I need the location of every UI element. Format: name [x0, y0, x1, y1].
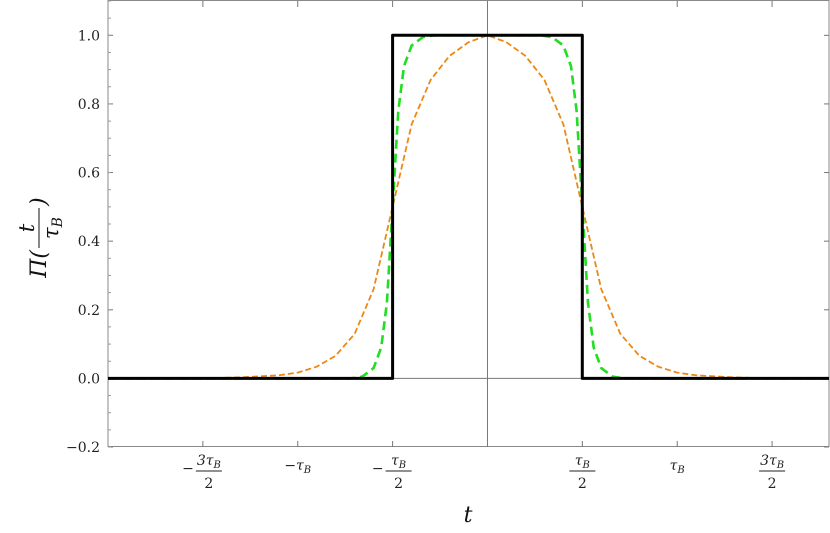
y-label-group: Π( t τB) — [15, 197, 66, 278]
y-label-denominator: τB — [39, 217, 66, 239]
x-tick-label: −τB — [284, 458, 311, 476]
x-tick-denominator: 2 — [204, 476, 213, 492]
y-ticks: −0.2 0.0 0.2 0.4 0.6 0.8 1.0 — [66, 0, 829, 456]
x-tick-label: τB — [670, 458, 685, 476]
x-tick-numerator: 3τB — [760, 453, 784, 471]
y-tick-label: 0.8 — [78, 97, 100, 113]
series-line-2 — [108, 33, 829, 380]
y-tick-label: −0.2 — [66, 440, 100, 456]
x-tick-denominator: 2 — [768, 476, 777, 492]
x-tick-numerator: τB — [575, 453, 590, 471]
series-line-3 — [108, 34, 829, 380]
x-tick-label: −3τB 2 — [182, 453, 222, 492]
y-label-suffix: ) — [27, 197, 52, 207]
x-tick-label: τB 2 — [569, 453, 596, 492]
x-tick-numerator: 3τB — [197, 453, 221, 471]
x-tick-denominator: 2 — [394, 476, 403, 492]
y-tick-label: 0.0 — [78, 371, 100, 387]
series-group — [108, 33, 829, 380]
x-tick-sign: − — [182, 461, 194, 477]
x-tick-label: − τB 2 — [372, 453, 412, 492]
x-tick-sign: − — [372, 461, 384, 477]
y-tick-label: 0.2 — [78, 303, 100, 319]
x-tick-text: −τB — [284, 458, 311, 476]
x-tick-denominator: 2 — [578, 476, 587, 492]
y-label-numerator: t — [15, 223, 39, 232]
series-line-1 — [108, 33, 829, 380]
y-label-prefix: Π( — [27, 250, 52, 279]
x-axis-label: t — [464, 503, 473, 528]
y-tick-label: 0.4 — [78, 234, 100, 250]
y-tick-label: 1.0 — [78, 28, 100, 44]
y-tick-label: 0.6 — [78, 166, 100, 182]
x-tick-numerator: τB — [391, 453, 406, 471]
y-axis-label: Π( t τB) — [15, 197, 66, 278]
x-tick-text: τB — [670, 458, 685, 476]
